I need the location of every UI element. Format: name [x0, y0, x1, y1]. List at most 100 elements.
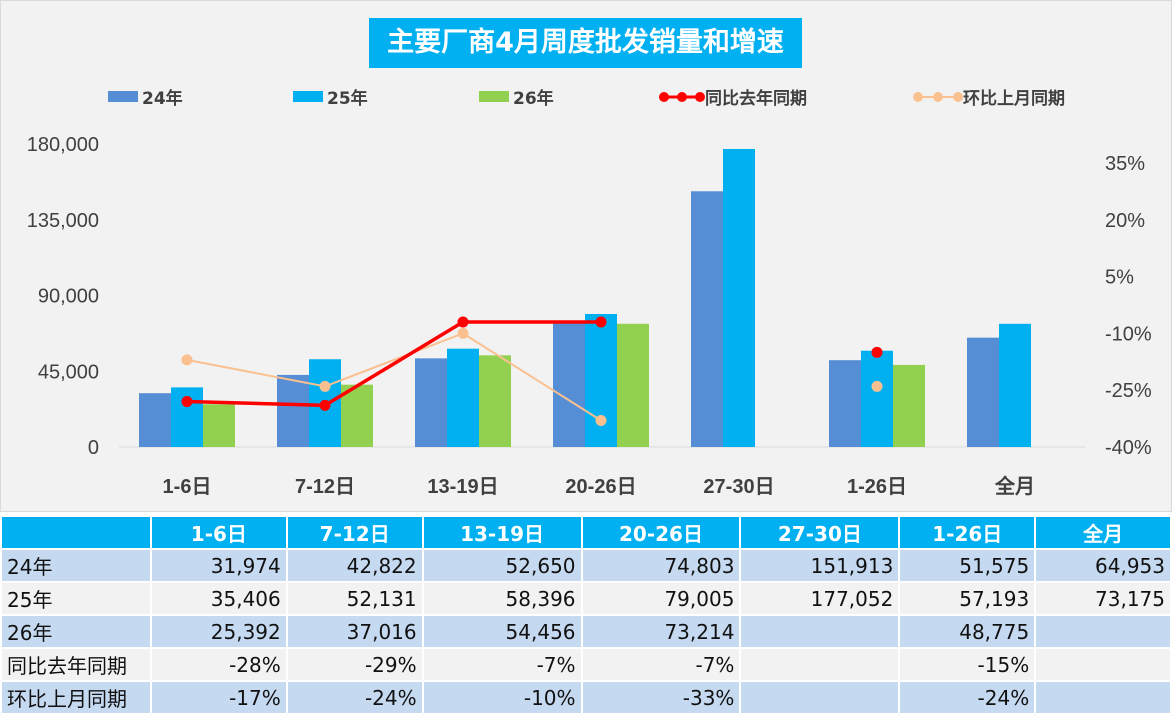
bar-24年-7-12日 — [277, 374, 309, 447]
point-环比上月同期-7-12日 — [319, 380, 331, 392]
bar-26年-20-26日 — [617, 323, 649, 447]
bar-24年-27-30日 — [691, 191, 723, 447]
point-环比上月同期-1-26日 — [871, 380, 883, 392]
table-row: 同比去年同期 -28% -29% -7% -7% -15% — [0, 647, 1172, 682]
legend-24: 24年 — [108, 84, 183, 109]
point-同比去年同期-7-12日 — [319, 399, 331, 411]
legend-line-red — [659, 91, 705, 102]
table-cell: 79,005 — [580, 581, 742, 616]
table-cell: 73,175 — [1034, 581, 1172, 616]
row-label: 24年 — [0, 548, 152, 583]
table-cell: 54,456 — [421, 614, 583, 649]
x-tick: 1-26日 — [847, 476, 907, 498]
table-cell: 151,913 — [739, 548, 901, 583]
row-label: 同比去年同期 — [0, 647, 152, 682]
point-同比去年同期-1-26日 — [871, 346, 883, 358]
legend-line-peach — [913, 91, 963, 102]
x-tick: 1-6日 — [163, 476, 212, 498]
bar-24年-13-19日 — [415, 358, 447, 447]
y-left-tick: 180,000 — [27, 134, 99, 156]
legend-label: 环比上月同期 — [963, 89, 1065, 109]
legend-yoy: 同比去年同期 — [659, 84, 807, 109]
table-cell: -17% — [150, 680, 288, 715]
table-row: 26年 25,392 37,016 54,456 73,214 48,775 — [0, 614, 1172, 649]
line-环比上月同期 — [186, 332, 602, 422]
y-right-tick: -25% — [1105, 380, 1152, 402]
legend-26: 26年 — [479, 84, 554, 109]
bar-24年-20-26日 — [553, 321, 585, 447]
point-同比去年同期-20-26日 — [595, 316, 607, 328]
table-cell — [1034, 647, 1172, 682]
x-tick: 13-19日 — [427, 476, 498, 498]
chart-title: 主要厂商4月周度批发销量和增速 — [369, 18, 802, 68]
y-left-tick: 45,000 — [38, 361, 99, 383]
y-left-tick: 90,000 — [38, 286, 99, 308]
y-right-tick: -10% — [1105, 323, 1152, 345]
header-cell: 全月 — [1034, 515, 1172, 550]
bar-25年-27-30日 — [723, 148, 755, 447]
x-tick: 27-30日 — [703, 476, 774, 498]
table-cell: 31,974 — [150, 548, 288, 583]
table-cell: 52,131 — [285, 581, 424, 616]
bar-26年-1-26日 — [893, 364, 925, 447]
legend-mom: 环比上月同期 — [913, 84, 1065, 109]
table-row: 环比上月同期 -17% -24% -10% -33% -24% — [0, 680, 1172, 715]
bar-26年-13-19日 — [479, 355, 511, 447]
point-环比上月同期-20-26日 — [595, 414, 607, 426]
data-table: 1-6日 7-12日 13-19日 20-26日 27-30日 1-26日 全月… — [0, 515, 1172, 715]
table-cell: 177,052 — [739, 581, 901, 616]
legend-label: 24年 — [142, 89, 183, 109]
table-cell: -28% — [150, 647, 288, 682]
table-cell: 48,775 — [898, 614, 1037, 649]
plot: 0 45,000 90,000 135,000 180,000 -40% -25% -10% 5… — [27, 134, 1152, 498]
table-cell — [739, 614, 901, 649]
table-cell: 57,193 — [898, 581, 1037, 616]
table-cell — [1034, 680, 1172, 715]
table-cell: 42,822 — [285, 548, 424, 583]
x-tick: 20-26日 — [565, 476, 636, 498]
legend-label: 同比去年同期 — [705, 89, 807, 109]
legend-swatch — [479, 91, 509, 102]
x-tick: 全月 — [994, 474, 1035, 498]
table-cell: 73,214 — [580, 614, 742, 649]
table-cell: 25,392 — [150, 614, 288, 649]
table-cell: 51,575 — [898, 548, 1037, 583]
table-cell: -7% — [421, 647, 583, 682]
point-同比去年同期-1-6日 — [181, 396, 193, 408]
table-cell: 52,650 — [421, 548, 583, 583]
legend-25: 25年 — [293, 84, 368, 109]
table-cell: -10% — [421, 680, 583, 715]
y-left-tick: 135,000 — [27, 210, 99, 232]
bar-24年-1-6日 — [139, 393, 171, 447]
bar-25年-20-26日 — [585, 314, 617, 447]
table-cell: 74,803 — [580, 548, 742, 583]
point-同比去年同期-13-19日 — [457, 316, 469, 328]
legend-label: 26年 — [513, 89, 554, 109]
header-cell: 13-19日 — [421, 515, 583, 550]
header-cell: 7-12日 — [285, 515, 424, 550]
y-left-tick: 0 — [88, 437, 99, 459]
table-cell: -7% — [580, 647, 742, 682]
table-cell: -24% — [285, 680, 424, 715]
point-环比上月同期-13-19日 — [457, 327, 469, 339]
table-header-row: 1-6日 7-12日 13-19日 20-26日 27-30日 1-26日 全月 — [0, 515, 1172, 550]
header-cell: 1-26日 — [898, 515, 1037, 550]
table-cell — [739, 680, 901, 715]
y-right-tick: -40% — [1105, 437, 1152, 459]
table-cell: -24% — [898, 680, 1037, 715]
bar-24年-1-26日 — [829, 360, 861, 447]
table-cell — [739, 647, 901, 682]
y-right-tick: 35% — [1105, 153, 1145, 175]
header-cell: 20-26日 — [580, 515, 742, 550]
table-cell: 35,406 — [150, 581, 288, 616]
table-cell: -29% — [285, 647, 424, 682]
bar-26年-1-6日 — [203, 404, 235, 447]
table-cell: 58,396 — [421, 581, 583, 616]
bar-26年-7-12日 — [341, 384, 373, 447]
x-tick: 7-12日 — [295, 476, 355, 498]
row-label: 环比上月同期 — [0, 680, 152, 715]
bar-24年-全月 — [967, 337, 999, 447]
row-label: 26年 — [0, 614, 152, 649]
y-right-tick: 20% — [1105, 210, 1145, 232]
legend-swatch — [108, 91, 138, 102]
